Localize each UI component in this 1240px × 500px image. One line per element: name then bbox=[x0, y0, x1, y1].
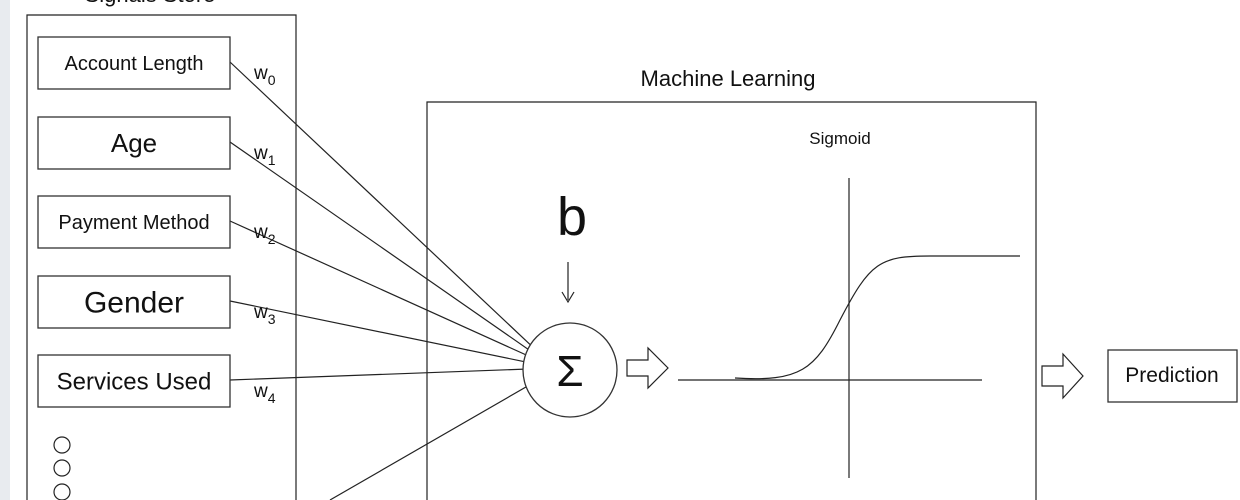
side-strip bbox=[0, 0, 10, 500]
flow-arrow bbox=[1041, 352, 1084, 400]
store-title: Signals Store bbox=[85, 0, 216, 7]
model-box bbox=[426, 101, 1037, 500]
weight-label: w0 bbox=[253, 63, 276, 88]
connection bbox=[229, 61, 556, 369]
connection bbox=[229, 367, 556, 381]
weight-base: w bbox=[253, 222, 268, 243]
input-box bbox=[37, 116, 231, 170]
model-title: Machine Learning bbox=[641, 66, 816, 91]
flow-arrow bbox=[626, 346, 669, 390]
input-box bbox=[37, 354, 231, 408]
weight-sub: 3 bbox=[268, 311, 276, 327]
sum-symbol: Σ bbox=[556, 347, 583, 396]
store-box bbox=[26, 14, 297, 500]
connection bbox=[229, 141, 556, 369]
weight-base: w bbox=[253, 302, 268, 323]
input-box bbox=[37, 275, 231, 329]
sum-node bbox=[522, 322, 618, 418]
weight-label: w1 bbox=[253, 143, 276, 168]
weight-sub: 1 bbox=[268, 152, 276, 168]
weight-sub: 4 bbox=[268, 390, 276, 406]
connection bbox=[229, 220, 556, 369]
weight-label: w3 bbox=[253, 302, 276, 327]
bias-arrow bbox=[561, 262, 575, 304]
activation-label: Sigmoid bbox=[809, 129, 870, 148]
prediction-label: Prediction bbox=[1125, 364, 1218, 387]
more-indicator bbox=[53, 436, 71, 500]
input-label: Services Used bbox=[57, 368, 212, 395]
input-box bbox=[37, 36, 231, 90]
prediction-box bbox=[1107, 349, 1238, 403]
input-label: Payment Method bbox=[58, 212, 209, 234]
weight-label: w2 bbox=[253, 222, 276, 247]
connection bbox=[229, 300, 556, 369]
weight-sub: 0 bbox=[268, 72, 276, 88]
input-box bbox=[37, 195, 231, 249]
weight-base: w bbox=[253, 143, 268, 164]
weight-base: w bbox=[253, 63, 268, 84]
input-label: Age bbox=[111, 128, 157, 158]
weight-base: w bbox=[253, 381, 268, 402]
input-label: Account Length bbox=[65, 53, 204, 75]
sigmoid-curve bbox=[734, 255, 1020, 380]
weight-label: w4 bbox=[253, 381, 276, 406]
bias-label: b bbox=[557, 187, 587, 247]
weight-sub: 2 bbox=[268, 231, 276, 247]
connection bbox=[329, 371, 553, 500]
input-label: Gender bbox=[84, 287, 184, 320]
